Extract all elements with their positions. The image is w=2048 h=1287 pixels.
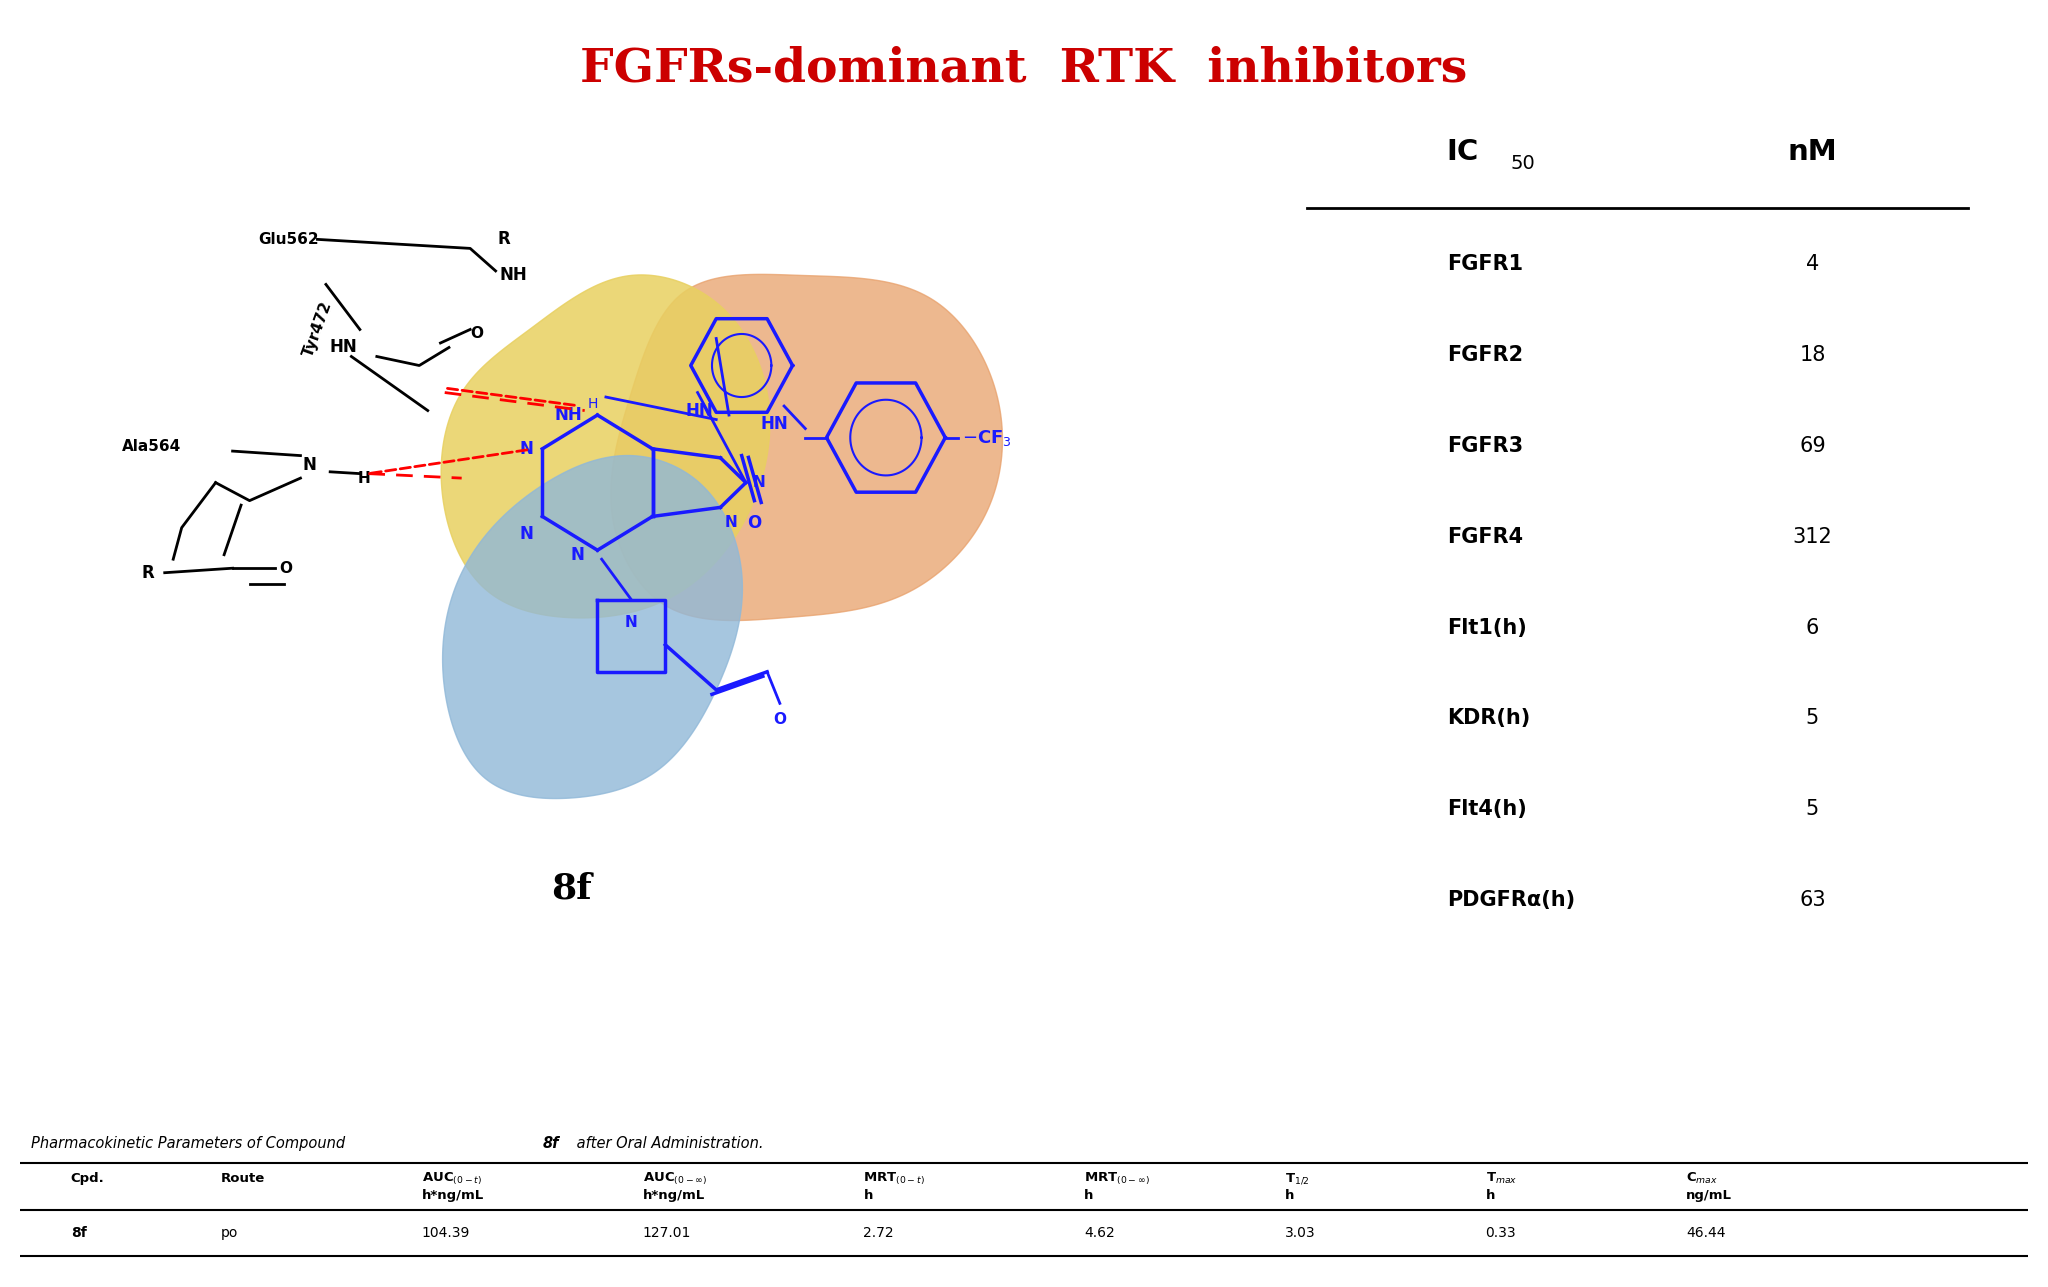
Text: 5: 5 bbox=[1806, 799, 1819, 819]
Text: PDGFRα(h): PDGFRα(h) bbox=[1446, 891, 1575, 910]
Text: 5: 5 bbox=[1806, 708, 1819, 728]
Text: N: N bbox=[625, 615, 637, 629]
Text: H: H bbox=[358, 471, 371, 485]
Text: AUC$_{(0-∞)}$: AUC$_{(0-∞)}$ bbox=[643, 1171, 707, 1187]
Text: Flt4(h): Flt4(h) bbox=[1446, 799, 1526, 819]
Text: HN: HN bbox=[760, 416, 788, 432]
Text: FGFR3: FGFR3 bbox=[1446, 436, 1524, 456]
Text: O: O bbox=[279, 561, 293, 575]
Text: N: N bbox=[725, 515, 737, 530]
Text: R: R bbox=[141, 564, 154, 582]
Text: C$_{max}$: C$_{max}$ bbox=[1686, 1171, 1718, 1187]
Polygon shape bbox=[442, 456, 743, 798]
Text: HN: HN bbox=[686, 402, 713, 420]
Text: 8f: 8f bbox=[70, 1227, 86, 1239]
Text: Cpd.: Cpd. bbox=[70, 1172, 104, 1185]
Text: 6: 6 bbox=[1806, 618, 1819, 637]
Text: O: O bbox=[471, 327, 483, 341]
Text: 46.44: 46.44 bbox=[1686, 1227, 1726, 1239]
Text: MRT$_{(0-∞)}$: MRT$_{(0-∞)}$ bbox=[1083, 1171, 1151, 1187]
Text: O: O bbox=[748, 515, 762, 532]
Text: 2.72: 2.72 bbox=[864, 1227, 895, 1239]
Text: FGFR4: FGFR4 bbox=[1446, 526, 1524, 547]
Text: 8f: 8f bbox=[551, 871, 592, 905]
Text: 8f: 8f bbox=[543, 1136, 559, 1151]
Text: 3.03: 3.03 bbox=[1284, 1227, 1315, 1239]
Text: N: N bbox=[571, 546, 586, 564]
Text: po: po bbox=[221, 1227, 238, 1239]
Text: HN: HN bbox=[330, 338, 356, 356]
Text: 4: 4 bbox=[1806, 255, 1819, 274]
Text: T$_{max}$: T$_{max}$ bbox=[1485, 1171, 1518, 1187]
Text: h: h bbox=[1485, 1189, 1495, 1202]
Text: N: N bbox=[520, 525, 535, 543]
Text: 312: 312 bbox=[1792, 526, 1833, 547]
Text: R: R bbox=[498, 230, 510, 248]
Text: Pharmacokinetic Parameters of Compound: Pharmacokinetic Parameters of Compound bbox=[31, 1136, 350, 1151]
Text: FGFR2: FGFR2 bbox=[1446, 345, 1524, 366]
Text: 0.33: 0.33 bbox=[1485, 1227, 1516, 1239]
Text: FGFR1: FGFR1 bbox=[1446, 255, 1524, 274]
Text: nM: nM bbox=[1788, 138, 1837, 166]
Text: h*ng/mL: h*ng/mL bbox=[422, 1189, 483, 1202]
Text: 104.39: 104.39 bbox=[422, 1227, 471, 1239]
Text: NH: NH bbox=[555, 407, 582, 423]
Text: 63: 63 bbox=[1798, 891, 1827, 910]
Text: Glu562: Glu562 bbox=[258, 232, 319, 247]
Text: 127.01: 127.01 bbox=[643, 1227, 690, 1239]
Text: h*ng/mL: h*ng/mL bbox=[643, 1189, 705, 1202]
Text: 69: 69 bbox=[1798, 436, 1827, 456]
Text: N: N bbox=[520, 440, 535, 458]
Text: MRT$_{(0-t)}$: MRT$_{(0-t)}$ bbox=[864, 1171, 926, 1187]
Polygon shape bbox=[440, 275, 770, 618]
Text: KDR(h): KDR(h) bbox=[1446, 708, 1530, 728]
Polygon shape bbox=[610, 274, 1001, 620]
Text: after Oral Administration.: after Oral Administration. bbox=[573, 1136, 764, 1151]
Text: Flt1(h): Flt1(h) bbox=[1446, 618, 1526, 637]
Text: 4.62: 4.62 bbox=[1083, 1227, 1114, 1239]
Text: N: N bbox=[301, 456, 315, 474]
Text: ng/mL: ng/mL bbox=[1686, 1189, 1733, 1202]
Text: FGFRs-dominant  RTK  inhibitors: FGFRs-dominant RTK inhibitors bbox=[580, 45, 1468, 91]
Text: O: O bbox=[774, 713, 786, 727]
Text: NH: NH bbox=[500, 266, 528, 284]
Text: N: N bbox=[754, 475, 766, 490]
Text: $-$CF$_3$: $-$CF$_3$ bbox=[963, 427, 1012, 448]
Text: h: h bbox=[1284, 1189, 1294, 1202]
Text: 50: 50 bbox=[1511, 154, 1536, 172]
Text: IC: IC bbox=[1446, 138, 1479, 166]
Text: 18: 18 bbox=[1800, 345, 1825, 366]
Text: h: h bbox=[1083, 1189, 1094, 1202]
Text: Ala564: Ala564 bbox=[123, 439, 182, 454]
Text: h: h bbox=[864, 1189, 872, 1202]
Text: T$_{1/2}$: T$_{1/2}$ bbox=[1284, 1171, 1309, 1187]
Text: Tyr472: Tyr472 bbox=[301, 300, 334, 359]
Text: Route: Route bbox=[221, 1172, 266, 1185]
Text: H: H bbox=[588, 396, 598, 411]
Text: AUC$_{(0-t)}$: AUC$_{(0-t)}$ bbox=[422, 1171, 481, 1187]
